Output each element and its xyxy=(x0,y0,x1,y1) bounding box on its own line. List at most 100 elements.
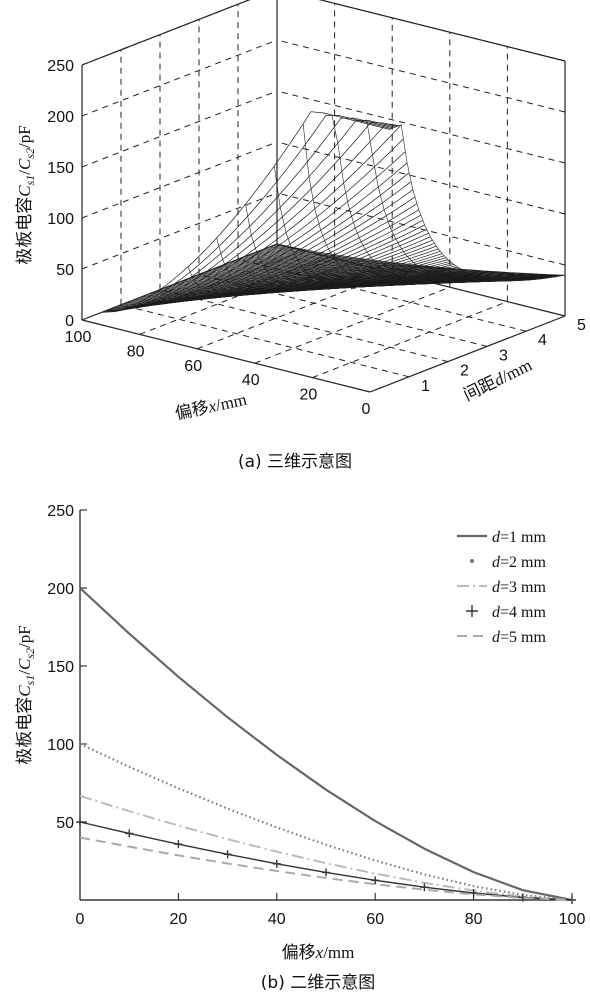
data-point-marker xyxy=(420,883,429,892)
d-tick-label: 4 xyxy=(538,332,547,349)
y-tick-label: 250 xyxy=(47,503,74,520)
grid-line xyxy=(276,192,566,266)
legend: d=1 mm d=2 mm d=3 mm d=4 mm d=5 mm xyxy=(457,529,546,646)
axes-2d: 50 100 150 200 250 0 20 40 60 80 100 xyxy=(47,503,585,928)
axis-line xyxy=(318,0,566,62)
surface-line xyxy=(105,117,394,312)
grid-line xyxy=(81,141,278,219)
legend-label: d=4 mm xyxy=(492,604,546,621)
legend-swatch xyxy=(466,605,478,617)
z-tick-label: 200 xyxy=(47,109,74,126)
z-tick-label: 50 xyxy=(56,262,74,279)
surface-line xyxy=(216,237,393,294)
data-point-marker xyxy=(322,868,330,877)
series-line xyxy=(79,821,573,901)
z-tick-label: 100 xyxy=(47,211,74,228)
surface-line xyxy=(103,114,392,312)
surface-line xyxy=(274,165,450,288)
grid-3d xyxy=(81,0,566,379)
grid-line xyxy=(81,0,251,66)
z-tick-label: 0 xyxy=(65,313,74,330)
z-tick-label: 150 xyxy=(47,160,74,177)
z-tick-label: 250 xyxy=(47,58,74,75)
data-point-marker xyxy=(125,829,134,838)
data-point-marker xyxy=(76,818,84,826)
y-axis-label-3d: 极板电容Cs1/Cs2/pF xyxy=(15,125,37,264)
axis-line xyxy=(276,243,566,317)
x-tick-label: 60 xyxy=(366,911,384,928)
grid-line xyxy=(254,286,450,364)
x-tick-label: 100 xyxy=(559,911,586,928)
x-axis-label-2d: 偏移x/mm xyxy=(282,943,355,963)
grid-line xyxy=(237,258,527,332)
grid-line xyxy=(120,304,410,378)
surface-line xyxy=(360,119,537,283)
x-tick-label: 0 xyxy=(362,401,371,418)
d-tick-label: 5 xyxy=(577,317,586,334)
surface-line xyxy=(130,249,306,308)
x-tick-label: 0 xyxy=(76,911,85,928)
grid-line xyxy=(276,90,566,164)
x-tick-label: 60 xyxy=(184,358,202,375)
grid-line xyxy=(81,39,278,117)
data-point-marker xyxy=(371,876,380,885)
y-tick-label: 100 xyxy=(47,737,74,754)
x-axis-label-3d: 偏移x/mm xyxy=(173,390,248,425)
x-tick-label: 40 xyxy=(242,372,260,389)
x-tick-label: 40 xyxy=(268,911,286,928)
data-point-marker xyxy=(272,859,281,868)
legend-label: d=3 mm xyxy=(492,579,546,596)
surface-line xyxy=(389,124,566,281)
x-tick-label: 100 xyxy=(65,329,92,346)
surface-line xyxy=(331,114,508,284)
series-line xyxy=(79,794,573,901)
grid-line xyxy=(159,289,449,363)
legend-label: d=2 mm xyxy=(492,554,546,571)
data-point-marker xyxy=(223,850,232,859)
x-tick-label: 20 xyxy=(170,911,188,928)
legend-label: d=1 mm xyxy=(492,529,546,546)
x-tick-labels: 100 80 60 40 20 0 xyxy=(65,329,371,418)
d-tick-label: 3 xyxy=(499,347,508,364)
axis-line xyxy=(369,315,566,393)
grid-line xyxy=(312,301,508,379)
grid-line xyxy=(318,0,566,62)
surface-line xyxy=(245,204,422,291)
series-line xyxy=(79,743,573,902)
x-tick-label: 80 xyxy=(127,343,145,360)
y-tick-label: 200 xyxy=(47,581,74,598)
series-line xyxy=(79,836,573,901)
axes-frame-3d xyxy=(81,0,566,393)
legend-swatch xyxy=(470,559,474,563)
axis-line xyxy=(81,243,278,321)
x-tick-label: 80 xyxy=(465,911,483,928)
data-point-marker xyxy=(174,840,183,849)
d-tick-label: 2 xyxy=(460,363,469,380)
y-tick-label: 50 xyxy=(56,815,74,832)
axis-line xyxy=(81,319,371,393)
grid-line xyxy=(81,90,278,168)
panel-2d-chart: 50 100 150 200 250 0 20 40 60 80 100 d=1 mm d=2 mm d… xyxy=(0,490,590,1000)
surface-line xyxy=(187,258,364,297)
series-lines xyxy=(76,587,576,904)
y-axis-label-2d: 极板电容Cs1/Cs2/pF xyxy=(15,625,37,764)
data-point-marker xyxy=(469,888,478,897)
surface-mesh xyxy=(101,111,566,313)
grid-line xyxy=(81,192,278,270)
legend-label: d=5 mm xyxy=(492,629,546,646)
caption-a: (a) 三维示意图 xyxy=(238,452,352,472)
d-axis-label-3d: 间距d/mm xyxy=(460,355,535,405)
caption-b: (b) 二维示意图 xyxy=(261,973,375,993)
axis-line xyxy=(81,0,251,66)
d-tick-label: 1 xyxy=(421,378,430,395)
series-line xyxy=(79,587,573,902)
grid-line xyxy=(139,257,335,335)
grid-line xyxy=(276,141,566,215)
y-tick-label: 150 xyxy=(47,659,74,676)
z-tick-labels: 0 50 100 150 200 250 xyxy=(47,58,74,330)
d-tick-labels: 1 2 3 4 5 xyxy=(421,317,586,395)
surface-line xyxy=(158,254,335,302)
x-tick-label: 20 xyxy=(300,387,318,404)
